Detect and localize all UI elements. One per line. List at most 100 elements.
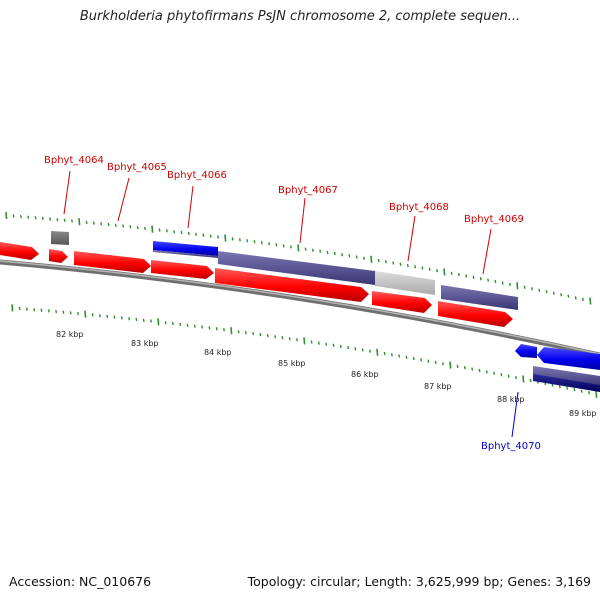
gene-label-bphyt-4069[interactable]: Bphyt_4069 (464, 214, 524, 275)
minor-tick (456, 364, 459, 369)
hit-bar-blue[interactable] (153, 241, 218, 256)
minor-tick (12, 214, 15, 218)
minor-tick (414, 265, 417, 269)
minor-tick (282, 244, 285, 248)
minor-tick (369, 349, 371, 353)
gene-label-bphyt-4070[interactable]: Bphyt_4070 (481, 391, 541, 452)
minor-tick (179, 322, 182, 327)
gene-label-text[interactable]: Bphyt_4070 (481, 441, 541, 452)
gene-label-bphyt-4068[interactable]: Bphyt_4068 (389, 202, 449, 262)
hit-bar-purple-4[interactable] (533, 366, 600, 387)
minor-tick (18, 306, 21, 311)
gene-label-text[interactable]: Bphyt_4068 (389, 202, 449, 213)
scale-label: 86 kbp (351, 370, 379, 379)
minor-tick (530, 287, 533, 291)
minor-tick (215, 327, 218, 331)
minor-tick (71, 219, 73, 223)
major-tick (224, 234, 227, 242)
cds-forward-3[interactable] (74, 251, 151, 273)
minor-tick (288, 337, 291, 341)
minor-tick (114, 223, 117, 227)
minor-tick (361, 348, 364, 352)
minor-tick (231, 237, 234, 241)
minor-tick (244, 331, 247, 335)
major-tick (370, 255, 373, 263)
cds-forward-7[interactable] (438, 301, 513, 327)
minor-tick (56, 218, 59, 222)
minor-tick (457, 272, 460, 277)
minor-tick (27, 215, 30, 219)
gene-label-bphyt-4064[interactable]: Bphyt_4064 (44, 155, 104, 215)
hit-bar-navy[interactable] (533, 374, 600, 392)
minor-tick (77, 311, 79, 316)
cds-forward-2[interactable] (49, 249, 68, 263)
major-tick (443, 268, 446, 276)
minor-tick (567, 294, 570, 298)
minor-tick (260, 241, 263, 245)
minor-tick (106, 314, 109, 319)
major-tick (522, 375, 525, 383)
gene-label-bphyt-4067[interactable]: Bphyt_4067 (278, 185, 338, 244)
minor-tick (237, 330, 240, 334)
minor-tick (317, 341, 320, 345)
gene-label-text[interactable]: Bphyt_4067 (278, 185, 338, 196)
gene-label-text[interactable]: Bphyt_4064 (44, 155, 104, 166)
minor-tick (122, 224, 125, 228)
upper-tick-row (5, 211, 592, 305)
cds-forward-6[interactable] (372, 291, 432, 313)
minor-tick (450, 271, 453, 275)
hit-bar-purple-2[interactable] (218, 251, 375, 285)
minor-tick (290, 245, 292, 249)
cds-reverse-2[interactable] (537, 347, 600, 370)
minor-tick (558, 384, 561, 389)
gene-label-text[interactable]: Bphyt_4066 (167, 170, 227, 181)
minor-tick (63, 218, 66, 222)
minor-tick (55, 309, 58, 314)
minor-tick (19, 214, 22, 219)
scale-label: 83 kbp (131, 339, 159, 348)
hit-box-gray[interactable] (51, 231, 69, 245)
minor-tick (515, 375, 517, 380)
minor-tick (427, 359, 430, 363)
cds-reverse-1[interactable] (515, 344, 537, 358)
minor-tick (33, 308, 36, 312)
genome-backbone (0, 259, 600, 358)
hit-bar-lightgray[interactable] (375, 271, 435, 295)
minor-tick (341, 253, 344, 257)
minor-tick (217, 235, 219, 239)
major-tick (5, 211, 8, 220)
minor-tick (69, 311, 72, 315)
minor-tick (208, 326, 211, 330)
minor-tick (281, 336, 284, 340)
minor-tick (165, 229, 168, 233)
minor-tick (201, 325, 204, 329)
minor-tick (129, 225, 132, 229)
minor-tick (405, 355, 408, 359)
genome-backbone-highlight (0, 260, 600, 355)
minor-tick (310, 340, 313, 344)
hit-bar-purple-1[interactable] (153, 250, 218, 258)
minor-tick (173, 230, 176, 234)
gene-label-text[interactable]: Bphyt_4065 (107, 162, 167, 173)
minor-tick (164, 321, 167, 325)
cds-forward-4[interactable] (151, 260, 214, 279)
gene-label-bphyt-4066[interactable]: Bphyt_4066 (167, 170, 227, 229)
hit-bar-purple-3[interactable] (441, 285, 518, 310)
minor-tick (113, 315, 116, 319)
minor-tick (580, 389, 583, 393)
gene-label-bphyt-4065[interactable]: Bphyt_4065 (107, 162, 167, 222)
minor-tick (333, 251, 336, 256)
major-tick (297, 244, 300, 252)
minor-tick (507, 374, 510, 378)
minor-tick (463, 366, 466, 370)
minor-tick (135, 317, 138, 322)
cds-forward-1[interactable] (0, 242, 39, 260)
cds-forward-5[interactable] (215, 268, 369, 302)
minor-tick (509, 282, 511, 287)
minor-tick (479, 277, 482, 281)
minor-tick (223, 328, 225, 332)
gene-label-text[interactable]: Bphyt_4069 (464, 214, 524, 225)
minor-tick (259, 332, 262, 337)
minor-tick (238, 238, 241, 242)
